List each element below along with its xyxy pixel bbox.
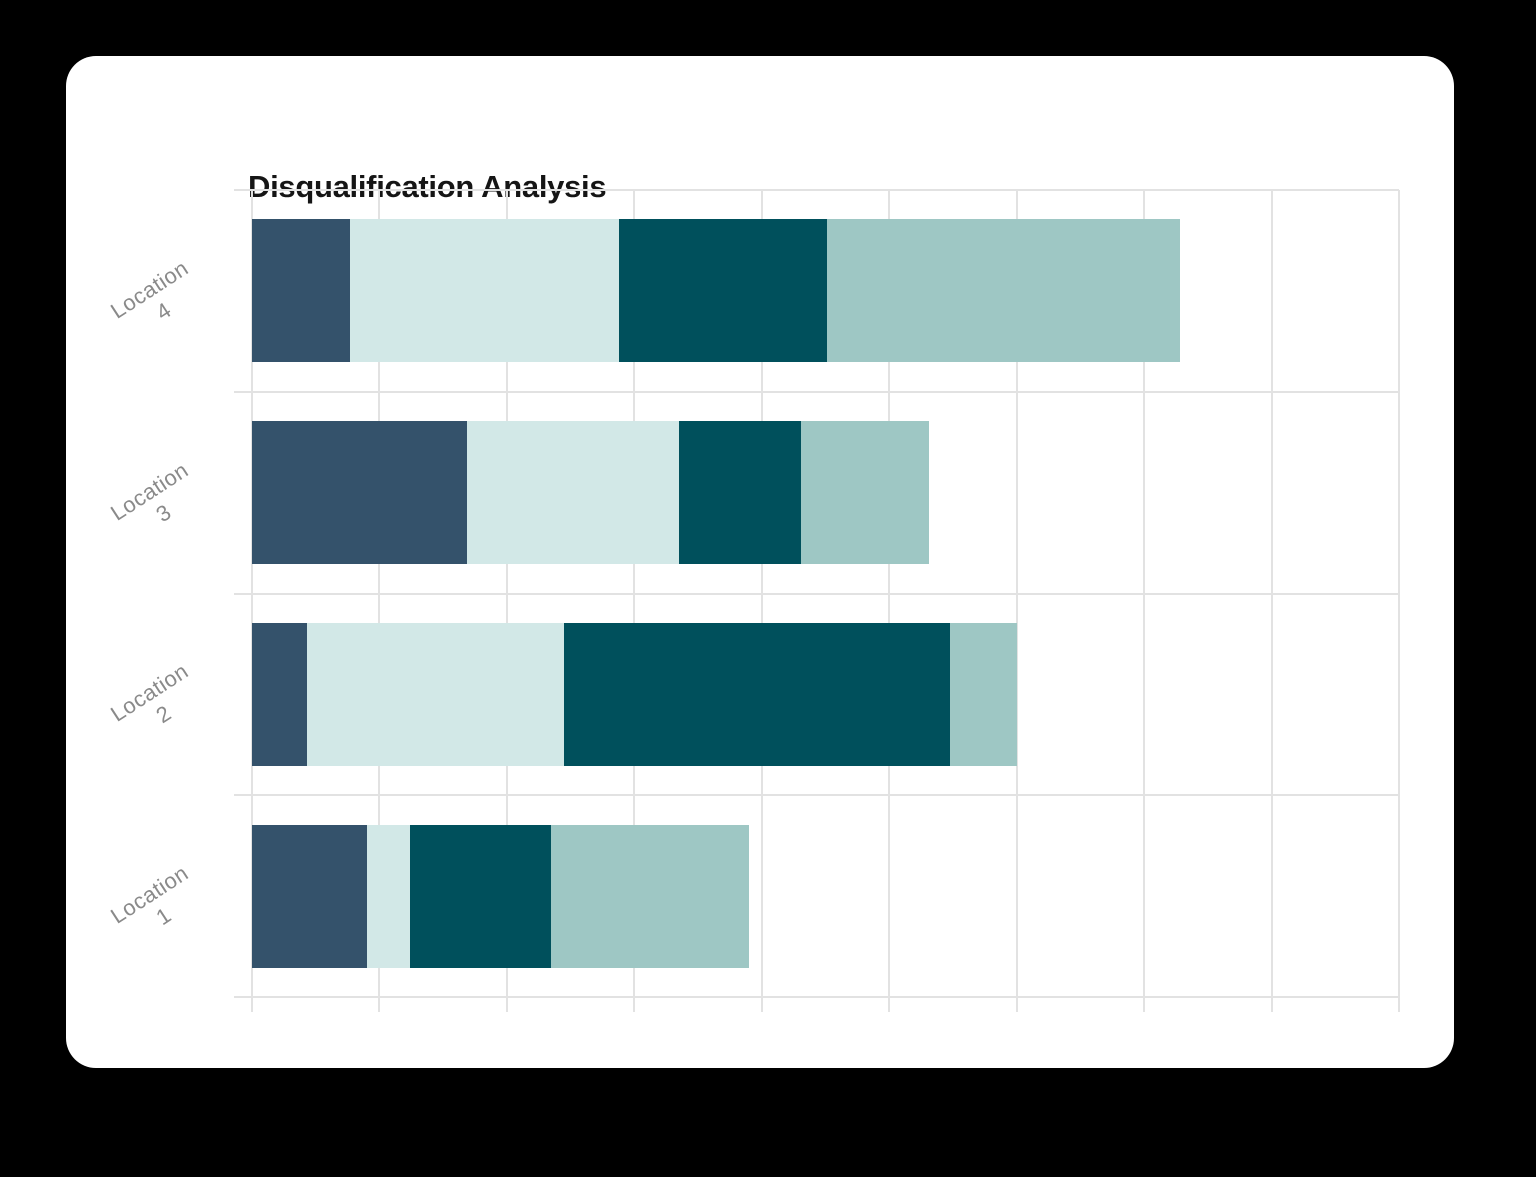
bar-segment-location-3-segment-2[interactable]	[467, 421, 679, 565]
bar-segment-location-4-segment-4[interactable]	[826, 219, 1180, 363]
y-axis-label-location-2: Location 2	[106, 658, 193, 729]
bar-segment-location-4-segment-2[interactable]	[350, 219, 620, 363]
grid-hline	[234, 189, 1399, 191]
bar-segment-location-1-segment-1[interactable]	[252, 824, 367, 968]
bar-row-location-3	[252, 421, 1399, 565]
grid-hline	[234, 794, 1399, 796]
y-axis-label-location-1: Location 1	[106, 860, 193, 931]
grid-vline	[888, 190, 890, 1012]
grid-hline	[234, 996, 1399, 998]
bar-row-location-1	[252, 824, 1399, 968]
grid-vline	[761, 190, 763, 1012]
bar-segment-location-2-segment-4[interactable]	[950, 622, 1017, 766]
y-axis-label-location-3: Location 3	[106, 456, 193, 528]
grid-vline	[506, 190, 508, 1012]
plot-area: Location 4 Location 3 Location 2 Location 1	[106, 189, 1400, 1012]
chart-title: Disqualification Analysis	[248, 169, 607, 204]
bar-segment-location-2-segment-1[interactable]	[252, 622, 307, 766]
grid-vline	[378, 190, 380, 1012]
bar-segment-location-3-segment-4[interactable]	[801, 421, 929, 565]
grid-vline	[251, 190, 253, 1012]
chart-card: Disqualification Analysis Location 4 Locat…	[66, 56, 1454, 1068]
grid-vline	[1016, 190, 1018, 1012]
grid-hline	[234, 391, 1399, 393]
bar-segment-location-3-segment-1[interactable]	[252, 421, 468, 565]
grid-vline	[1271, 190, 1273, 1012]
bar-segment-location-1-segment-4[interactable]	[551, 824, 750, 968]
y-axis-label-location-4: Location 4	[106, 254, 193, 326]
grid-vline	[1398, 190, 1400, 1012]
bar-segment-location-3-segment-3[interactable]	[678, 421, 802, 565]
bar-segment-location-4-segment-1[interactable]	[252, 219, 351, 363]
bar-row-location-4	[252, 219, 1399, 363]
grid-hline	[234, 593, 1399, 595]
bar-row-location-2	[252, 622, 1399, 766]
grid-vline	[1143, 190, 1145, 1012]
bar-segment-location-2-segment-2[interactable]	[306, 622, 565, 766]
bar-segment-location-1-segment-3[interactable]	[410, 824, 552, 968]
grid-vline	[633, 190, 635, 1012]
bar-segment-location-1-segment-2[interactable]	[366, 824, 411, 968]
bar-segment-location-4-segment-3[interactable]	[619, 219, 827, 363]
bar-segment-location-2-segment-3[interactable]	[564, 622, 951, 766]
